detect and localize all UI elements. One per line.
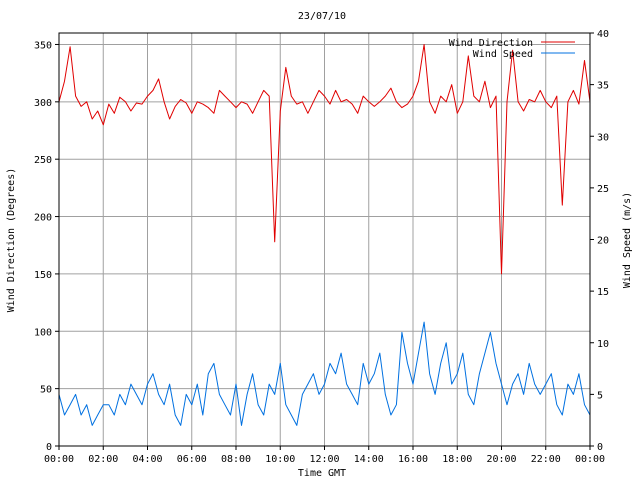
chart-background bbox=[0, 0, 640, 480]
x-tick-label: 04:00 bbox=[132, 454, 162, 465]
left-axis-label: Wind Direction (Degrees) bbox=[6, 168, 17, 313]
x-tick-label: 00:00 bbox=[44, 454, 74, 465]
right-y-tick-label: 35 bbox=[597, 81, 609, 92]
x-tick-label: 12:00 bbox=[309, 454, 339, 465]
x-tick-label: 20:00 bbox=[486, 454, 516, 465]
right-y-tick-label: 5 bbox=[597, 390, 603, 401]
right-y-tick-label: 0 bbox=[597, 442, 603, 453]
x-tick-label: 06:00 bbox=[177, 454, 207, 465]
right-y-tick-label: 20 bbox=[597, 236, 609, 247]
left-y-tick-label: 0 bbox=[46, 442, 52, 453]
right-axis-label: Wind Speed (m/s) bbox=[622, 192, 633, 288]
x-tick-label: 10:00 bbox=[265, 454, 295, 465]
left-y-tick-label: 300 bbox=[34, 98, 52, 109]
x-tick-label: 16:00 bbox=[398, 454, 428, 465]
x-tick-label: 02:00 bbox=[88, 454, 118, 465]
x-tick-label: 14:00 bbox=[354, 454, 384, 465]
x-tick-label: 18:00 bbox=[442, 454, 472, 465]
right-y-tick-label: 40 bbox=[597, 29, 609, 40]
right-y-tick-label: 25 bbox=[597, 184, 609, 195]
x-tick-label: 08:00 bbox=[221, 454, 251, 465]
left-y-tick-label: 200 bbox=[34, 213, 52, 224]
left-y-tick-label: 350 bbox=[34, 40, 52, 51]
left-y-tick-label: 100 bbox=[34, 327, 52, 338]
legend-label-wind-direction: Wind Direction bbox=[449, 38, 533, 49]
legend-label-wind-speed: Wind Speed bbox=[473, 49, 533, 60]
right-y-tick-label: 15 bbox=[597, 287, 609, 298]
left-y-tick-label: 250 bbox=[34, 155, 52, 166]
x-axis-label: Time GMT bbox=[298, 468, 346, 479]
right-y-tick-label: 10 bbox=[597, 339, 609, 350]
chart-title: 23/07/10 bbox=[298, 11, 346, 22]
x-tick-label: 22:00 bbox=[531, 454, 561, 465]
right-y-tick-label: 30 bbox=[597, 132, 609, 143]
x-tick-label: 00:00 bbox=[575, 454, 605, 465]
left-y-tick-label: 150 bbox=[34, 270, 52, 281]
wind-chart: 23/07/10 00:00 02:00 04:00 06:00 08:00 10:00 1… bbox=[0, 0, 640, 480]
left-y-tick-label: 50 bbox=[40, 385, 52, 396]
